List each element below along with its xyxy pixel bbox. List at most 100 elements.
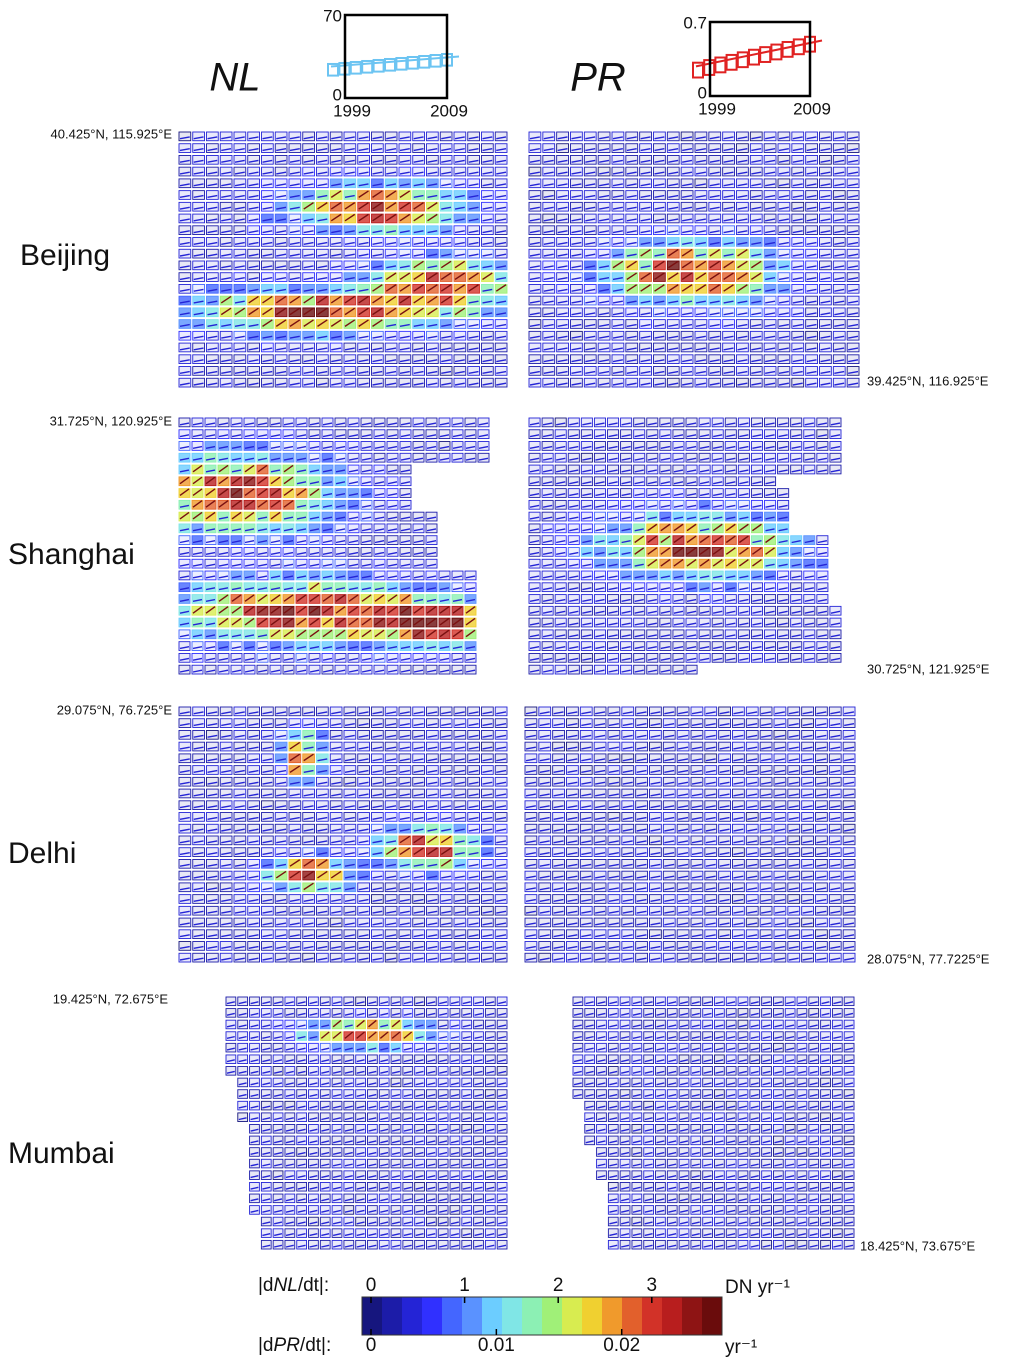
cell-trend <box>399 190 411 198</box>
cell-trend <box>270 422 281 426</box>
cell <box>316 800 329 810</box>
cell <box>399 535 412 545</box>
cell <box>178 260 192 271</box>
cell <box>467 835 480 846</box>
cell-trend <box>244 528 255 532</box>
cell <box>288 237 302 247</box>
cell-trend <box>231 551 242 555</box>
cell <box>711 605 724 616</box>
cell-trend <box>372 307 383 316</box>
cell-trend <box>737 171 748 175</box>
cell-trend <box>283 434 294 438</box>
cell <box>302 201 315 212</box>
cell <box>583 307 597 318</box>
cell <box>570 272 583 282</box>
cell-trend <box>205 445 216 450</box>
cell <box>343 213 357 224</box>
cell <box>777 131 791 142</box>
cell-trend <box>778 194 789 199</box>
cell <box>570 143 583 153</box>
cell-trend <box>374 551 385 555</box>
cell <box>672 429 685 439</box>
cell <box>261 366 274 376</box>
cell <box>192 788 205 799</box>
cell <box>672 417 685 428</box>
cell <box>398 213 412 224</box>
cell-trend <box>557 312 568 316</box>
cell-trend <box>218 488 229 496</box>
cell-trend <box>751 148 762 152</box>
cell <box>308 499 321 510</box>
cell <box>302 260 315 271</box>
cell-trend <box>778 277 789 281</box>
cell-trend <box>529 253 540 257</box>
cell-trend <box>626 382 637 386</box>
cell <box>217 629 230 640</box>
cell <box>666 284 680 294</box>
cell <box>219 823 233 834</box>
cell <box>426 812 439 822</box>
cell <box>653 307 666 318</box>
cell <box>178 605 191 616</box>
cell <box>219 166 233 177</box>
cell-trend <box>557 241 568 245</box>
cell <box>243 441 256 451</box>
cell <box>750 452 763 463</box>
cell-trend <box>283 516 294 520</box>
cell <box>412 905 425 916</box>
cell <box>593 488 606 498</box>
cell-trend <box>205 598 216 603</box>
cell <box>439 377 453 388</box>
cell-trend <box>626 171 637 175</box>
cell-trend <box>585 288 596 292</box>
cell <box>295 441 308 451</box>
cell-trend <box>283 500 294 508</box>
cell-trend <box>478 422 489 426</box>
cell <box>694 319 708 329</box>
cell <box>750 582 763 593</box>
cell <box>777 499 790 510</box>
cell <box>528 307 542 318</box>
cell-trend <box>654 171 665 175</box>
cell-trend <box>231 500 242 508</box>
cell <box>178 248 192 259</box>
cell <box>206 730 219 740</box>
cell <box>230 570 243 581</box>
cell <box>206 342 219 353</box>
cell <box>357 741 370 752</box>
cell <box>481 166 494 177</box>
cell <box>233 800 247 810</box>
cell-trend <box>454 230 465 234</box>
cell <box>243 417 256 428</box>
cell <box>321 664 334 675</box>
cell <box>791 354 805 364</box>
cell <box>528 354 542 364</box>
cell-trend <box>792 206 803 210</box>
cell <box>398 201 412 212</box>
cell-trend <box>709 272 721 281</box>
cell <box>653 166 666 177</box>
cell <box>412 201 425 212</box>
cell-trend <box>400 469 411 473</box>
cell <box>803 629 816 640</box>
cell-trend <box>439 657 450 661</box>
cell <box>329 741 343 752</box>
cell-trend <box>792 359 803 363</box>
cell-trend <box>806 206 817 210</box>
cell <box>722 213 735 224</box>
cell-trend <box>374 422 385 426</box>
cell <box>256 570 269 581</box>
cell-trend <box>765 171 776 175</box>
cell <box>360 570 373 581</box>
cell-trend <box>221 370 232 374</box>
cell-trend <box>386 370 397 374</box>
cell-trend <box>750 272 762 281</box>
cell <box>399 488 412 498</box>
cell-trend <box>283 657 294 661</box>
cell-trend <box>682 312 693 316</box>
cell <box>438 452 451 463</box>
cell <box>556 307 569 318</box>
cell <box>708 178 722 189</box>
cell <box>282 417 295 428</box>
cell <box>247 741 260 752</box>
